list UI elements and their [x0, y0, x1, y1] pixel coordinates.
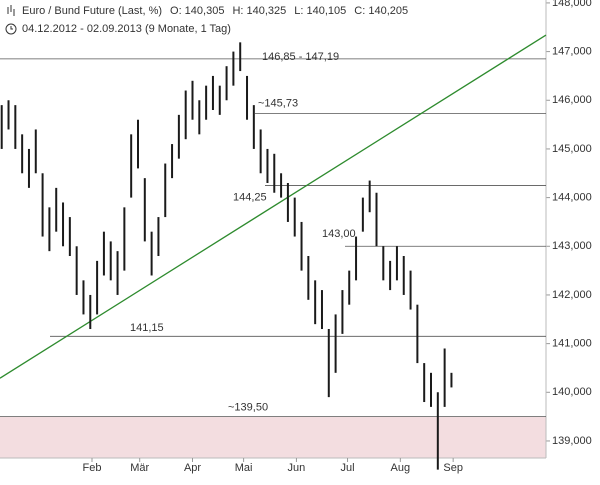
plot: 139,000 140,000 141,000 142,000 143,000 144,0…: [0, 0, 592, 474]
clock-icon: [5, 23, 17, 35]
level-label: 141,15: [130, 322, 164, 334]
level-label: ~139,50: [228, 402, 268, 414]
ohlc-value: L: 140,105: [294, 5, 346, 17]
y-tick-label: 145,000: [552, 143, 592, 155]
x-tick-label: Apr: [184, 462, 201, 474]
level-label: ~145,73: [258, 97, 298, 109]
chart-title: Euro / Bund Future (Last, %): [22, 5, 162, 17]
y-tick-label: 141,000: [552, 338, 592, 350]
x-tick-label: Jul: [341, 462, 355, 474]
x-tick-label: Aug: [391, 462, 411, 474]
header: Euro / Bund Future (Last, %) 04.12.2012 …: [5, 5, 231, 35]
y-tick-label: 144,000: [552, 192, 592, 204]
ohlc-value: C: 140,205: [354, 5, 408, 17]
level-label: 143,00: [322, 228, 356, 240]
support-zone: [0, 416, 546, 458]
y-tick-label: 143,000: [552, 240, 592, 252]
x-tick-label: Jun: [288, 462, 306, 474]
y-tick-label: 147,000: [552, 45, 592, 57]
x-tick-label: Feb: [83, 462, 102, 474]
ohlc-value: O: 140,305: [170, 5, 224, 17]
y-tick-label: 148,000: [552, 0, 592, 9]
x-tick-label: Mai: [235, 462, 253, 474]
chart-icon: [7, 5, 15, 16]
chart-subtitle: 04.12.2012 - 02.09.2013 (9 Monate, 1 Tag…: [22, 23, 231, 35]
y-tick-label: 142,000: [552, 289, 592, 301]
level-label: 146,85 - 147,19: [262, 51, 339, 63]
x-tick-label: Sep: [443, 462, 463, 474]
y-tick-label: 139,000: [552, 435, 592, 447]
x-tick-label: Mär: [130, 462, 149, 474]
y-tick-label: 146,000: [552, 94, 592, 106]
y-tick-label: 140,000: [552, 386, 592, 398]
ohlc-value: H: 140,325: [232, 5, 286, 17]
clock-hands: [10, 26, 13, 30]
level-label: 144,25: [233, 191, 267, 203]
